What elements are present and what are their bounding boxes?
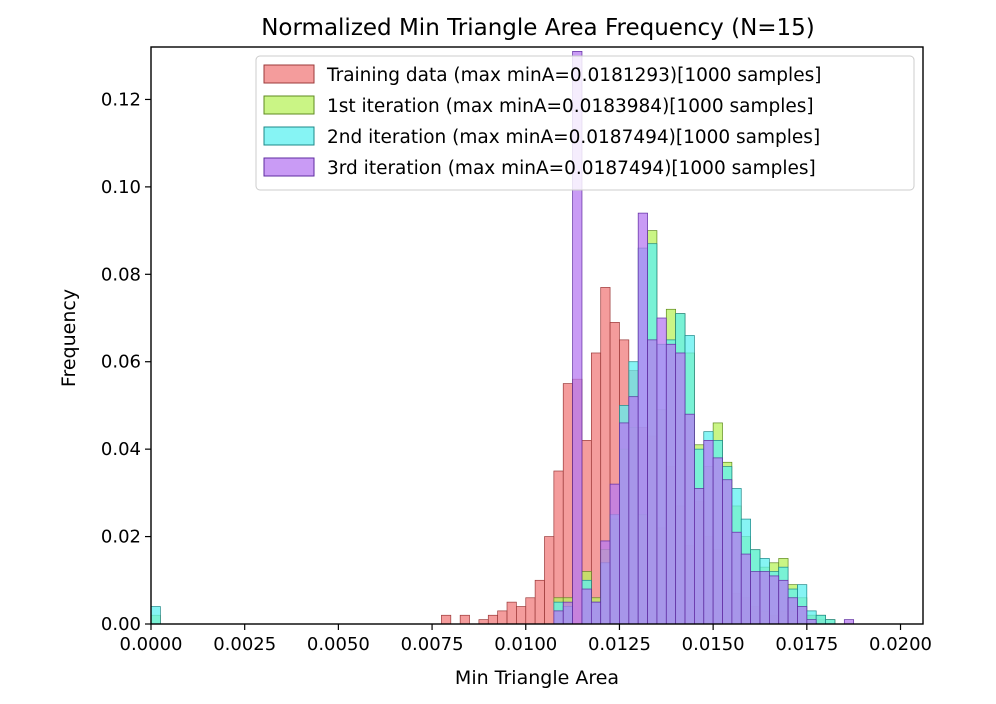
chart-title: Normalized Min Triangle Area Frequency (…: [261, 15, 815, 41]
bar-series-4-bin-2: [562, 601, 573, 625]
bar-series-4-bin-5: [590, 601, 602, 625]
bar-series-4-bin-6: [600, 540, 611, 625]
legend-label-4: 3rd iteration (max minA=0.0187494)[1000 …: [327, 158, 816, 179]
bar-series-1-bin-4: [487, 614, 498, 625]
y-tick-label: 0.12: [101, 89, 141, 110]
bar-series-3-bin-29: [815, 614, 826, 625]
bar-series-4-bin-4: [581, 588, 592, 625]
bar-series-1-bin-12: [562, 383, 573, 625]
bar-series-4-bin-22: [750, 571, 761, 625]
y-tick-label: 0.04: [101, 439, 141, 460]
bar-series-4-bin-13: [665, 343, 677, 625]
bar-series-4-bin-15: [684, 413, 695, 625]
bar-series-1-bin-8: [525, 597, 536, 625]
x-tick-label: 0.0025: [213, 634, 276, 655]
legend-label-3: 2nd iteration (max minA=0.0187494)[1000 …: [327, 127, 820, 148]
bar-series-1-bin-6: [506, 601, 517, 625]
x-tick-label: 0.0125: [588, 634, 651, 655]
bar-series-1-bin-5: [497, 610, 508, 625]
x-tick-label: 0.0150: [682, 634, 745, 655]
bar-series-4-bin-27: [797, 606, 808, 625]
bar-series-3-bin-1: [150, 606, 161, 625]
bar-series-4-bin-20: [731, 531, 742, 625]
plot-frame: [150, 46, 924, 625]
bar-series-4-bin-24: [768, 575, 780, 625]
bar-series-4-bin-18: [712, 457, 723, 625]
x-axis-label: Min Triangle Area: [455, 667, 619, 689]
x-axis: 0.0000 0.0025 0.0050 0.0075 0.0100 0.0125 0.01…: [120, 624, 932, 655]
legend-swatch-2: [263, 95, 315, 115]
bar-series-1-bin-9: [534, 579, 545, 625]
x-tick-label: 0.0075: [401, 634, 464, 655]
bar-series-4-bin-21: [740, 553, 751, 625]
y-tick-label: 0.00: [101, 614, 141, 635]
bar-series-1-bin-15: [590, 352, 602, 625]
legend: Training data (max minA=0.0181293)[1000 …: [255, 55, 915, 191]
bar-series-4-bin-17: [703, 440, 714, 625]
y-tick-label: 0.08: [101, 264, 141, 285]
bar-series-4-bin-8: [619, 422, 630, 625]
bar-series-4-bin-12: [656, 317, 667, 625]
bar-series-1-bin-1: [441, 614, 452, 625]
bar-series-4-bin-16: [694, 488, 705, 625]
y-axis: 0.00 0.02 0.04 0.06 0.08 0.10 0.12: [101, 89, 151, 635]
bar-series-4-bin-11: [647, 339, 658, 625]
bar-series-4-bin-14: [675, 352, 686, 625]
legend-swatch-1: [263, 64, 315, 84]
bar-series-1-bin-2: [459, 614, 470, 625]
bar-series-1-bin-7: [516, 606, 527, 625]
bar-series-1-bin-10: [544, 536, 555, 625]
legend-label-2: 1st iteration (max minA=0.0183984)[1000 …: [327, 96, 814, 117]
bar-series-4-bin-1: [553, 610, 564, 625]
x-tick-label: 0.0175: [775, 634, 838, 655]
bars-layer: [150, 51, 855, 625]
bar-series-4-bin-26: [787, 597, 798, 625]
y-tick-label: 0.10: [101, 177, 141, 198]
x-tick-label: 0.0200: [869, 634, 932, 655]
x-tick-label: 0.0000: [120, 634, 183, 655]
bar-series-4-bin-19: [722, 479, 733, 625]
y-tick-label: 0.02: [101, 527, 141, 548]
bar-series-4-bin-9: [628, 396, 639, 625]
legend-label-1: Training data (max minA=0.0181293)[1000 …: [326, 65, 821, 86]
y-tick-label: 0.06: [101, 352, 141, 373]
x-tick-label: 0.0100: [494, 634, 557, 655]
bar-series-4-bin-10: [637, 212, 648, 625]
legend-swatch-3: [263, 126, 315, 146]
legend-swatch-4: [263, 157, 315, 177]
y-axis-label: Frequency: [58, 289, 80, 387]
bar-series-4-bin-7: [609, 483, 620, 625]
bar-series-4-bin-23: [759, 571, 770, 625]
legend-box: [255, 55, 915, 191]
x-tick-label: 0.0050: [307, 634, 370, 655]
bar-series-4-bin-25: [778, 579, 789, 625]
